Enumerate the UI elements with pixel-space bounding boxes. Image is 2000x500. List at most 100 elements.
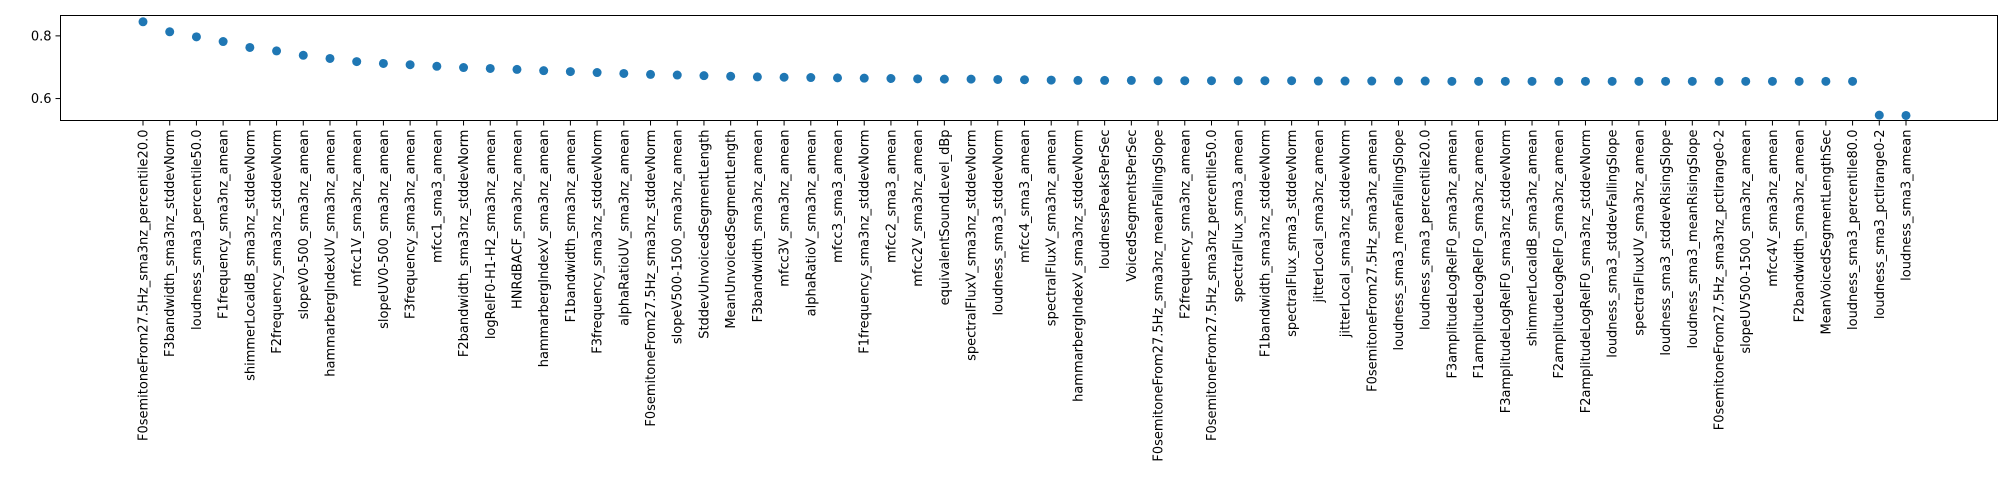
x-tick-label: F2bandwidth_sma3nz_amean <box>1793 130 1808 323</box>
data-point <box>1420 76 1430 86</box>
y-tick-label: 0.6 <box>31 92 52 107</box>
x-tick-label: loudness_sma3_amean <box>1900 130 1915 281</box>
x-tick-label: F2bandwidth_sma3nz_stddevNorm <box>457 129 472 357</box>
x-tick-label: mfcc3_sma3_amean <box>831 130 846 263</box>
x-tick-label: slopeUV500-1500_sma3nz_amean <box>1739 130 1754 354</box>
data-point <box>966 74 976 84</box>
x-tick-label: loudness_sma3_percentile80.0 <box>1846 129 1861 329</box>
x-tick-label: F3bandwidth_sma3nz_stddevNorm <box>163 130 178 358</box>
data-point <box>1687 76 1697 86</box>
x-tick-label: spectralFluxV_sma3nz_stddevNorm <box>965 129 980 360</box>
x-tick-label: loudness_sma3_percentile20.0 <box>1419 130 1434 330</box>
x-tick-label: F0semitoneFrom27.5Hz_sma3nz_pctlrange0-2 <box>1713 130 1728 431</box>
data-point <box>1661 76 1671 86</box>
data-point <box>592 68 602 78</box>
data-point <box>378 58 388 68</box>
data-point <box>1340 76 1350 86</box>
x-tick-label: loudness_sma3_percentile50.0 <box>190 130 205 330</box>
x-tick-label: slopeV500-1500_sma3nz_amean <box>671 130 686 345</box>
data-point <box>1821 76 1831 86</box>
x-tick-label: MeanVoicedSegmentLengthSec <box>1819 130 1834 335</box>
data-point <box>1901 110 1911 120</box>
x-tick-label: F3bandwidth_sma3nz_amean <box>751 130 766 323</box>
data-point <box>859 73 869 83</box>
data-point <box>779 72 789 82</box>
data-point <box>1874 110 1884 120</box>
data-point <box>1580 76 1590 86</box>
data-point <box>1367 76 1377 86</box>
data-point <box>1607 76 1617 86</box>
data-point <box>833 73 843 83</box>
x-tick-label: equivalentSoundLevel_dBp <box>938 130 953 306</box>
data-point <box>298 50 308 60</box>
x-tick-label: F0semitoneFrom27.5Hz_sma3nz_stddevNorm <box>644 130 659 427</box>
data-point <box>1020 75 1029 85</box>
data-point <box>1206 76 1216 86</box>
x-tick-label: F0semitoneFrom27.5Hz_sma3nz_amean <box>1365 130 1380 392</box>
x-tick-label: F0semitoneFrom27.5Hz_sma3nz_meanFallingS… <box>1152 130 1167 462</box>
x-tick-label: spectralFlux_sma3_amean <box>1232 130 1247 303</box>
x-tick-label: StddevUnvoicedSegmentLength <box>697 130 712 339</box>
x-tick-label: spectralFluxV_sma3nz_amean <box>1045 130 1060 327</box>
x-tick-label: F0semitoneFrom27.5Hz_sma3nz_percentile50… <box>1205 130 1220 442</box>
x-tick-label: hammarbergIndexUV_sma3nz_amean <box>323 130 338 377</box>
x-tick-label: F1amplitudeLogRelF0_sma3nz_amean <box>1472 130 1487 379</box>
y-tick-label: 0.8 <box>31 29 52 44</box>
x-tick-label: loudness_sma3_stddevFallingSlope <box>1606 130 1621 358</box>
x-tick-label: spectralFluxUV_sma3nz_amean <box>1632 130 1647 336</box>
data-point <box>939 74 949 84</box>
data-point <box>191 32 201 42</box>
data-point <box>565 67 575 77</box>
data-point <box>1153 76 1163 86</box>
data-point <box>699 71 709 81</box>
data-point <box>1046 75 1056 85</box>
data-point <box>1073 75 1083 85</box>
x-tick-label: mfcc1V_sma3nz_amean <box>350 130 365 287</box>
data-point <box>272 46 282 56</box>
y-axis: 0.6 0.8 <box>31 29 61 107</box>
x-tick-label: spectralFlux_sma3_stddevNorm <box>1285 130 1300 337</box>
x-tick-label: F2amplitudeLogRelF0_sma3nz_stddevNorm <box>1579 130 1594 414</box>
data-point <box>1527 76 1537 86</box>
data-point <box>913 74 923 84</box>
x-tick-label: jitterLocal_sma3nz_stddevNorm <box>1339 130 1354 339</box>
x-tick-label: slopeV0-500_sma3nz_amean <box>297 130 312 320</box>
data-point <box>619 68 629 78</box>
x-tick-label: F2amplitudeLogRelF0_sma3nz_amean <box>1552 130 1567 379</box>
x-tick-label: loudness_sma3_pctlrange0-2 <box>1873 130 1888 320</box>
data-point <box>1260 76 1270 86</box>
data-point <box>245 42 255 52</box>
x-tick-label: mfcc3V_sma3nz_amean <box>778 130 793 287</box>
data-point <box>165 27 175 37</box>
data-point <box>1100 75 1110 85</box>
data-point <box>1180 76 1190 86</box>
x-tick-label: shimmerLocaldB_sma3nz_amean <box>1526 130 1541 347</box>
data-point <box>1554 76 1564 86</box>
data-point <box>806 73 816 83</box>
x-tick-label: F3amplitudeLogRelF0_sma3nz_amean <box>1445 130 1460 379</box>
x-tick-label: jitterLocal_sma3nz_amean <box>1312 130 1327 304</box>
x-tick-label: mfcc2V_sma3nz_amean <box>911 130 926 287</box>
x-tick-label: loudnessPeaksPerSec <box>1098 130 1113 270</box>
x-tick-label: F2frequency_sma3nz_stddevNorm <box>270 130 285 354</box>
x-tick-label: mfcc4_sma3_amean <box>1018 130 1033 263</box>
x-tick-label: F1frequency_sma3nz_stddevNorm <box>858 130 873 354</box>
x-tick-label: mfcc2_sma3_amean <box>884 130 899 263</box>
data-point <box>432 61 442 71</box>
data-point <box>1500 76 1510 86</box>
x-tick-label: F3frequency_sma3nz_amean <box>404 130 419 320</box>
x-tick-label: F1frequency_sma3nz_amean <box>217 129 232 319</box>
data-point <box>886 74 896 83</box>
x-tick-label: MeanUnvoicedSegmentLength <box>724 130 739 329</box>
x-tick-label: logRelF0-H1-H2_sma3nz_amean <box>484 130 499 340</box>
data-point <box>459 63 469 73</box>
x-tick-label: loudness_sma3_meanFallingSlope <box>1392 130 1407 351</box>
x-axis: F0semitoneFrom27.5Hz_sma3nz_percentile20… <box>137 120 1915 462</box>
data-point <box>138 17 148 27</box>
x-tick-label: F3frequency_sma3nz_stddevNorm <box>591 130 606 354</box>
x-tick-label: F3amplitudeLogRelF0_sma3nz_stddevNorm <box>1499 130 1514 414</box>
data-point <box>405 60 415 70</box>
data-point <box>539 66 549 76</box>
x-tick-label: shimmerLocaldB_sma3nz_stddevNorm <box>243 130 258 381</box>
